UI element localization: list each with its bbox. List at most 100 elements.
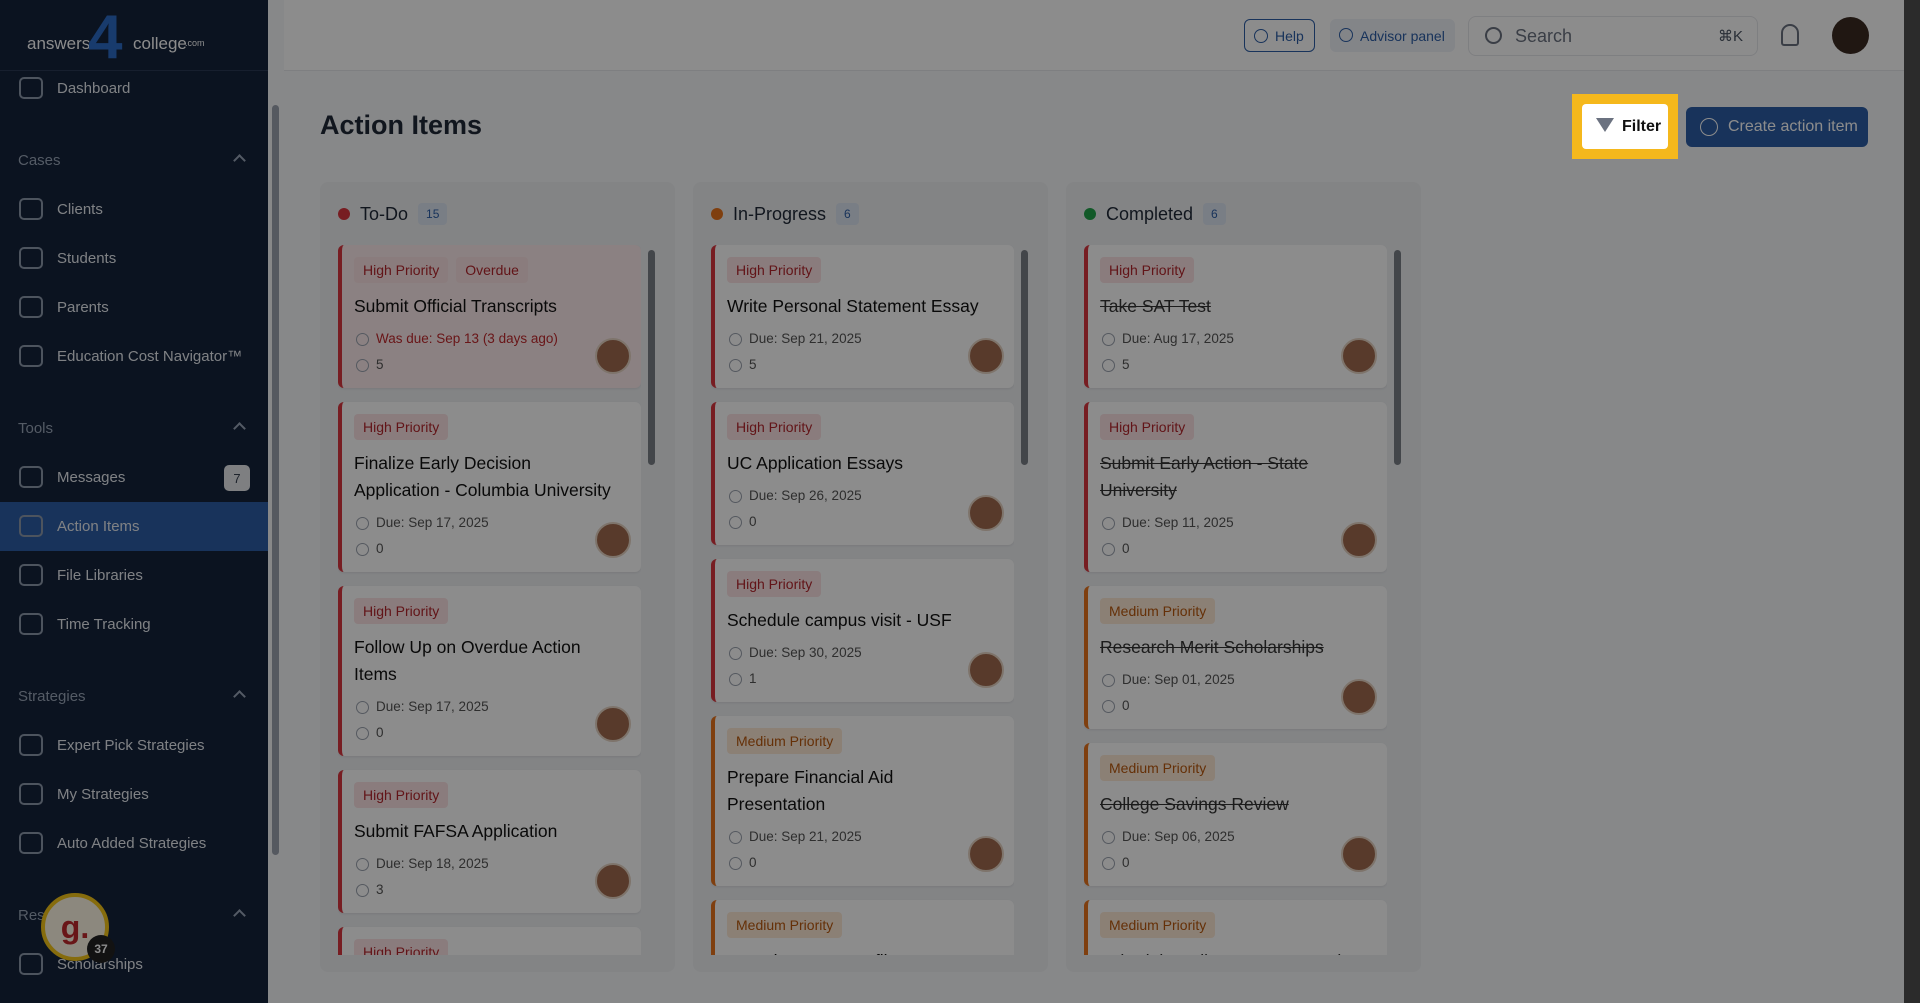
icon <box>19 198 43 220</box>
assignee-avatar <box>968 495 1004 531</box>
action-card[interactable]: Medium Priority Schedule College Represen… <box>1084 900 1387 955</box>
logo-number: 4 <box>88 3 123 72</box>
widget[interactable]: g. 37 <box>41 893 115 963</box>
action-card[interactable]: Medium Priority College Savings Review Due… <box>1084 743 1387 886</box>
due-text: Due: Sep 01, 2025 <box>1122 672 1235 687</box>
advisor-button[interactable]: Advisor panel <box>1330 19 1455 52</box>
action-card[interactable]: High Priority Take SAT Test Due: Aug 17, 2… <box>1084 245 1387 388</box>
icon <box>1102 543 1115 556</box>
due-text: Due: Sep 26, 2025 <box>749 488 862 503</box>
section-title: Tools <box>18 420 54 437</box>
create-button[interactable]: Create action item <box>1686 107 1868 147</box>
icon <box>356 884 369 897</box>
section-header[interactable]: Tools <box>0 404 268 453</box>
nav-item[interactable]: Dashboard <box>0 64 268 113</box>
nav-item[interactable]: Students <box>0 234 268 283</box>
icon <box>1700 118 1718 136</box>
action-card[interactable]: High Priority Follow Up on Overdue Action… <box>338 586 641 756</box>
logo[interactable]: answers 4 college .com <box>0 0 268 72</box>
card-title: Complete CSS Profile <box>727 948 1002 955</box>
icon <box>729 333 742 346</box>
nav-item[interactable]: Action Items <box>0 502 268 551</box>
nav-item[interactable]: Messages 7 <box>0 453 268 502</box>
label: Advisor panel <box>1360 27 1445 44</box>
card-list: High Priority Take SAT Test Due: Aug 17, 2… <box>1084 245 1387 955</box>
icon <box>19 296 43 318</box>
icon <box>1339 28 1353 42</box>
card-title: Follow Up on Overdue Action Items <box>354 637 581 684</box>
nav-item[interactable]: Auto Added Strategies <box>0 819 268 868</box>
action-card[interactable]: High Priority Submit FAFSA Application Due… <box>338 770 641 913</box>
user-avatar[interactable] <box>1832 17 1869 54</box>
comment-count: 0 <box>749 855 757 870</box>
comments: 0 <box>354 536 629 562</box>
help-button[interactable]: Help <box>1244 19 1315 52</box>
notifications[interactable] <box>1781 24 1799 46</box>
due-text: Due: Sep 21, 2025 <box>749 331 862 346</box>
nav-item[interactable]: Clients <box>0 185 268 234</box>
due-date: Due: Sep 17, 2025 <box>354 694 629 720</box>
action-card[interactable]: High Priority Finalize Early Decision App… <box>338 402 641 572</box>
tags: High Priority <box>354 598 629 624</box>
status-dot <box>338 208 350 220</box>
nav-item[interactable]: Time Tracking <box>0 600 268 649</box>
status-dot <box>711 208 723 220</box>
action-card[interactable]: High Priority Write Personal Statement Es… <box>711 245 1014 388</box>
action-card[interactable]: High Priority Schedule campus visit - USF… <box>711 559 1014 702</box>
section-header[interactable]: Strategies <box>0 672 268 721</box>
action-card[interactable]: High Priority Overdue Submit Official Tran… <box>338 245 641 388</box>
icon <box>1485 27 1502 44</box>
action-card[interactable]: High PriorityReview Jack Doe's Essay Dra… <box>338 927 641 955</box>
due-text: Due: Sep 30, 2025 <box>749 645 862 660</box>
assignee-avatar <box>595 706 631 742</box>
label: My Strategies <box>57 786 149 803</box>
action-card[interactable]: High Priority Submit Early Action - State… <box>1084 402 1387 572</box>
icon <box>356 543 369 556</box>
comment-count: 0 <box>376 725 384 740</box>
nav-item[interactable]: Expert Pick Strategies <box>0 721 268 770</box>
card-title: College Savings Review <box>1100 794 1289 814</box>
due-text: Due: Sep 21, 2025 <box>749 829 862 844</box>
section-header[interactable]: Cases <box>0 136 268 185</box>
section-header[interactable]: Res <box>0 891 268 940</box>
due-date: Due: Sep 17, 2025 <box>354 510 629 536</box>
tag: High Priority <box>354 939 449 955</box>
widget-letter: g. <box>60 908 90 945</box>
column: To-Do 15 High Priority Overdue Submit Offici… <box>320 182 675 972</box>
due-date: Due: Sep 21, 2025 <box>727 326 1002 352</box>
sidebar: answers 4 college .com Dashboard Cases Cli… <box>0 0 268 1003</box>
due-date: Due: Sep 30, 2025 <box>727 640 1002 666</box>
nav-item[interactable]: File Libraries <box>0 551 268 600</box>
comment-count: 0 <box>1122 541 1130 556</box>
nav-item[interactable]: Parents <box>0 283 268 332</box>
label: Expert Pick Strategies <box>57 737 205 754</box>
nav-item[interactable]: Education Cost Navigator™ <box>0 332 268 381</box>
section-title: Cases <box>18 152 61 169</box>
label: Messages <box>57 469 126 486</box>
assignee-avatar <box>968 338 1004 374</box>
column-count: 6 <box>836 203 859 225</box>
tag: Medium Priority <box>1100 912 1216 938</box>
assignee-avatar <box>595 863 631 899</box>
action-card[interactable]: High Priority UC Application Essays Due: S… <box>711 402 1014 545</box>
filter-button[interactable]: Filter <box>1582 104 1668 149</box>
icon <box>1102 359 1115 372</box>
tag: High Priority <box>354 782 449 808</box>
tags: High Priority <box>727 571 1002 597</box>
scrollbar <box>272 105 279 855</box>
tag: Overdue <box>456 257 528 283</box>
tag: High Priority <box>1100 257 1195 283</box>
column-header: To-Do 15 <box>338 203 448 225</box>
nav-item[interactable]: My Strategies <box>0 770 268 819</box>
search[interactable]: Search ⌘K <box>1468 16 1758 56</box>
label: Auto Added Strategies <box>57 835 207 852</box>
icon <box>19 832 43 854</box>
badge: 7 <box>224 465 250 491</box>
icon <box>1102 700 1115 713</box>
due-date: Due: Aug 17, 2025 <box>1100 326 1375 352</box>
assignee-avatar <box>595 522 631 558</box>
action-card[interactable]: Medium Priority Research Merit Scholarshi… <box>1084 586 1387 729</box>
action-card[interactable]: Medium Priority Prepare Financial Aid Pre… <box>711 716 1014 886</box>
